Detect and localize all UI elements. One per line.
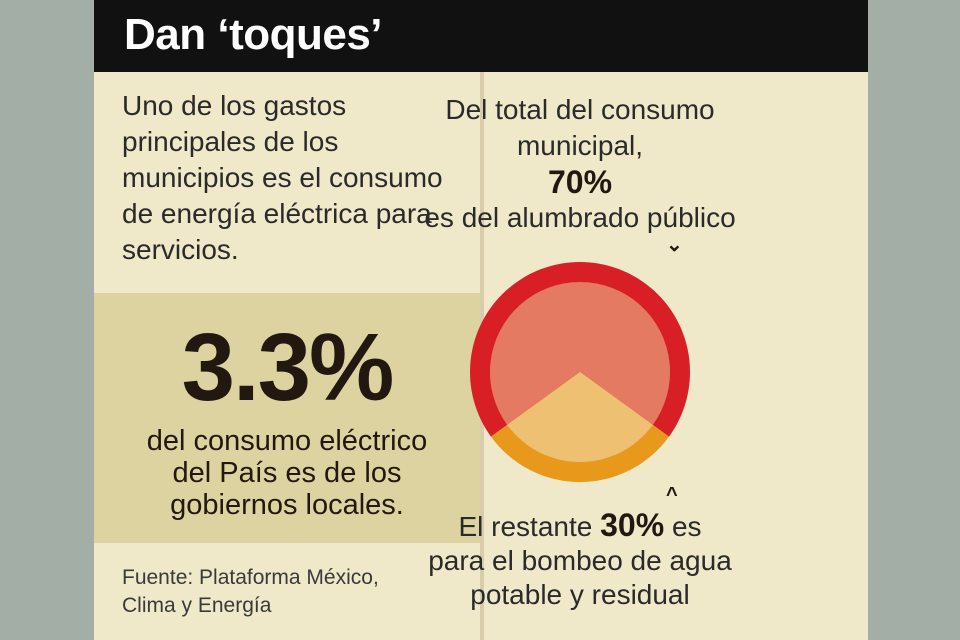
stat-line: del consumo eléctrico [146,425,428,457]
stat-value: 3.3% [181,314,395,421]
stat-line: del País es de los [172,457,402,489]
small-slice-percent: 30% [600,507,665,543]
bottom-annotation-line: para el bombeo de agua [428,545,732,576]
pie-slice-large [490,282,670,425]
intro-line: Uno de los gastos [122,90,347,121]
bottom-annotation-line1: El restante 30% es [404,508,756,544]
top-annotation-line: municipal, [516,130,644,161]
stat-line: gobiernos locales. [170,489,404,521]
top-annotation-line: Del total del consumo [445,94,715,125]
pie-slice-small [507,372,653,462]
top-annotation-line: es del alumbrado público [424,202,736,233]
bottom-annotation-line: potable y residual [470,579,690,610]
intro-text: Uno de los gastos principales de los mun… [122,88,462,268]
infographic-card: Dan ‘toques’ Uno de los gastos principal… [94,0,868,640]
bottom-prefix: El restante [458,511,593,542]
page-title: Dan ‘toques’ [124,10,383,59]
intro-line: servicios. [122,234,239,265]
stat-description: del consumo eléctrico del País es de los… [114,425,460,521]
top-annotation: Del total del consumo municipal, 70% es … [404,92,756,236]
source-line: Fuente: Plataforma México, [122,566,379,589]
caret-up-icon: ^ [666,484,678,506]
intro-line: municipios es el consumo [122,162,443,193]
pie-chart [470,261,690,482]
intro-line: de energía eléctrica para [122,198,432,229]
caret-down-icon: ⌄ [666,234,683,256]
intro-line: principales de los [122,126,339,157]
source-note: Fuente: Plataforma México, Clima y Energ… [122,564,462,620]
source-line: Clima y Energía [122,594,272,617]
bottom-suffix: es [671,511,702,542]
header-bar: Dan ‘toques’ [94,0,868,72]
stat-box: 3.3% del consumo eléctrico del País es d… [94,293,480,543]
bottom-annotation: El restante 30% es para el bombeo de agu… [404,508,756,612]
large-slice-percent: 70% [547,164,613,200]
